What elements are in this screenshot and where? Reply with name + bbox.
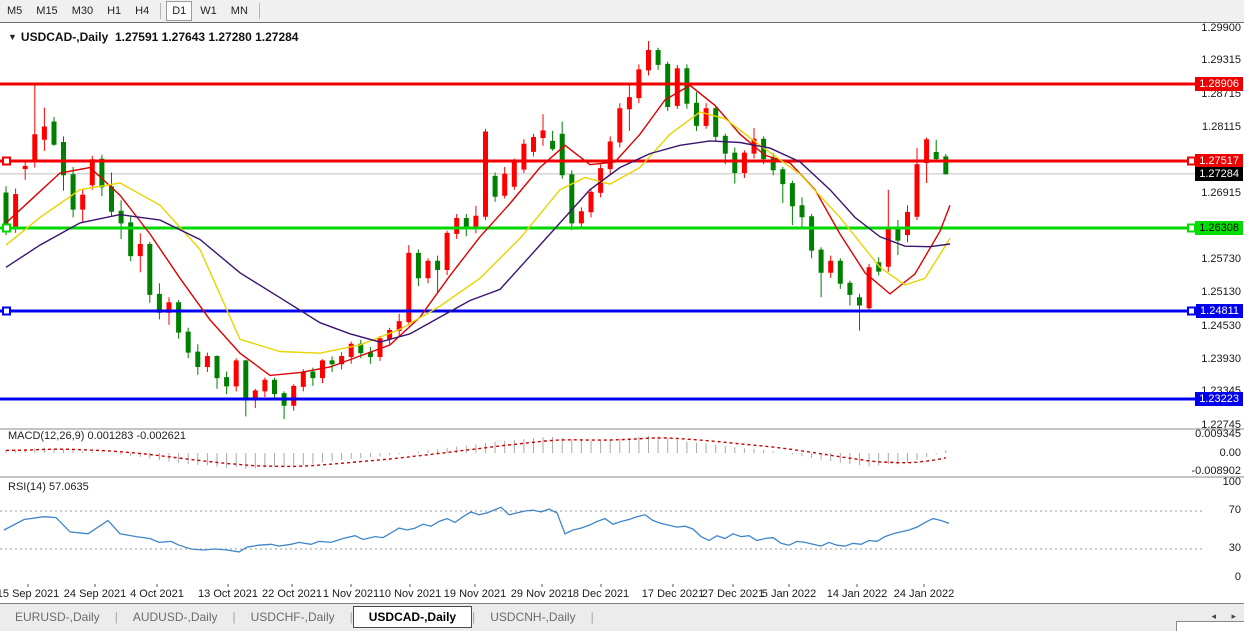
timeframe-button-mn[interactable]: MN xyxy=(230,5,248,17)
tab-separator: | xyxy=(114,610,118,624)
price-badge: 1.27517 xyxy=(1195,154,1243,168)
tab-separator: | xyxy=(232,610,236,624)
timeframe-button-m15[interactable]: M15 xyxy=(36,5,58,17)
macd-indicator-label: MACD(12,26,9) 0.001283 -0.002621 xyxy=(8,430,186,442)
timeframe-button-h4[interactable]: H4 xyxy=(135,5,150,17)
date-axis-label: 19 Nov 2021 xyxy=(443,588,507,600)
date-axis-label: 27 Dec 2021 xyxy=(701,588,765,600)
date-axis-label: 5 Jan 2022 xyxy=(761,588,817,600)
tab-audusd[interactable]: AUDUSD-,Daily xyxy=(132,610,218,624)
date-axis-label: 24 Sep 2021 xyxy=(63,588,127,600)
timeframe-button-m5[interactable]: M5 xyxy=(7,5,23,17)
price-axis-label: 1.25130 xyxy=(1201,286,1241,298)
macd-axis-label: -0.008902 xyxy=(1191,465,1241,477)
price-badge: 1.23223 xyxy=(1195,392,1243,406)
tab-usdchf[interactable]: USDCHF-,Daily xyxy=(250,610,335,624)
rsi-axis-label: 30 xyxy=(1228,542,1241,554)
timeframe-button-d1[interactable]: D1 xyxy=(166,1,193,21)
macd-axis-label: 0.00 xyxy=(1219,447,1241,459)
price-axis-label: 1.28715 xyxy=(1201,88,1241,100)
price-axis-label: 1.26915 xyxy=(1201,187,1241,199)
price-badge: 1.28906 xyxy=(1195,77,1243,91)
price-axis-label: 1.29315 xyxy=(1201,54,1241,66)
date-axis-label: 22 Oct 2021 xyxy=(262,588,322,600)
price-badge: 1.26308 xyxy=(1195,221,1243,235)
price-axis-label: 1.24530 xyxy=(1201,320,1241,332)
price-axis-label: 1.25730 xyxy=(1201,253,1241,265)
timeframe-toolbar: M5 M15 M30 H1 H4 D1 W1 MN xyxy=(0,0,1244,23)
timeframe-button-h1[interactable]: H1 xyxy=(107,5,122,17)
date-axis-label: 17 Dec 2021 xyxy=(641,588,705,600)
tab-separator: | xyxy=(472,610,476,624)
price-axis-label: 1.23930 xyxy=(1201,353,1241,365)
toolbar-separator xyxy=(160,3,162,19)
tab-usdcad[interactable]: USDCAD-,Daily xyxy=(352,606,473,628)
date-axis-label: 4 Oct 2021 xyxy=(130,588,184,600)
rsi-indicator-label: RSI(14) 57.0635 xyxy=(8,481,89,493)
timeframe-button-m30[interactable]: M30 xyxy=(71,5,94,17)
price-axis-label: 1.22745 xyxy=(1201,419,1241,431)
chevron-down-icon[interactable]: ▼ xyxy=(8,32,17,42)
date-axis-label: 24 Jan 2022 xyxy=(893,588,955,600)
price-axis-label: 1.28115 xyxy=(1202,121,1241,133)
date-axis-label: 13 Oct 2021 xyxy=(198,588,258,600)
date-axis-label: 1 Nov 2021 xyxy=(322,588,380,600)
ohlc-values: 1.27591 1.27643 1.27280 1.27284 xyxy=(114,30,299,44)
tab-separator: | xyxy=(590,610,594,624)
chart-title: ▼ USDCAD-,Daily 1.27591 1.27643 1.27280 1… xyxy=(8,30,298,44)
rsi-axis-label: 0 xyxy=(1234,571,1241,583)
tab-scroll-right-icon[interactable]: ▸ xyxy=(1231,611,1236,621)
timeframe-button-w1[interactable]: W1 xyxy=(200,5,217,17)
symbol-tab-bar: EURUSD-,Daily | AUDUSD-,Daily | USDCHF-,Dail… xyxy=(0,603,1244,631)
macd-axis-label: 0.009345 xyxy=(1195,428,1241,440)
date-axis-label: 14 Jan 2022 xyxy=(826,588,888,600)
price-axis-label: 1.29900 xyxy=(1201,22,1241,34)
tab-eurusd[interactable]: EURUSD-,Daily xyxy=(15,610,100,624)
tab-usdcnh[interactable]: USDCNH-,Daily xyxy=(490,610,576,624)
tab-separator: | xyxy=(349,610,353,624)
rsi-axis-label: 70 xyxy=(1228,504,1241,516)
tabbar-corner-box xyxy=(1176,621,1244,631)
price-badge: 1.27284 xyxy=(1195,167,1243,181)
date-axis-label: 10 Nov 2021 xyxy=(378,588,442,600)
toolbar-separator xyxy=(258,3,260,19)
symbol-name: USDCAD-,Daily xyxy=(20,30,109,44)
date-axis-label: 15 Sep 2021 xyxy=(0,588,60,600)
tab-scroll-left-icon[interactable]: ◂ xyxy=(1211,611,1216,621)
date-axis-label: 8 Dec 2021 xyxy=(572,588,630,600)
date-axis-label: 29 Nov 2021 xyxy=(510,588,574,600)
price-badge: 1.24811 xyxy=(1196,304,1243,318)
rsi-axis-label: 100 xyxy=(1222,476,1241,488)
